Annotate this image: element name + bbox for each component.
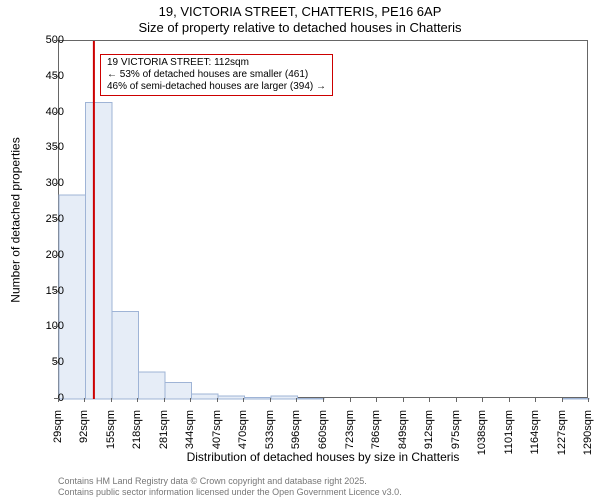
y-tick-mark [54,76,58,77]
x-tick-label: 218sqm [131,410,143,470]
y-tick-label: 200 [24,249,64,261]
x-tick-label: 849sqm [397,410,409,470]
y-tick-label: 300 [24,177,64,189]
x-tick-mark [403,398,404,402]
chart-title: 19, VICTORIA STREET, CHATTERIS, PE16 6AP [0,0,600,20]
y-tick-label: 400 [24,106,64,118]
x-tick-label: 407sqm [211,410,223,470]
y-tick-mark [54,183,58,184]
y-tick-label: 350 [24,141,64,153]
x-tick-label: 92sqm [78,410,90,470]
x-tick-mark [243,398,244,402]
x-tick-mark [562,398,563,402]
x-tick-mark [270,398,271,402]
annotation-line: 46% of semi-detached houses are larger (… [107,81,326,93]
y-tick-mark [54,362,58,363]
annotation-line: ← 53% of detached houses are smaller (46… [107,69,326,81]
x-tick-label: 1227sqm [556,410,568,470]
annotation-line: 19 VICTORIA STREET: 112sqm [107,57,326,69]
x-tick-label: 975sqm [450,410,462,470]
x-tick-mark [84,398,85,402]
x-tick-mark [296,398,297,402]
x-tick-label: 155sqm [105,410,117,470]
x-tick-mark [190,398,191,402]
x-tick-label: 344sqm [184,410,196,470]
histogram-bar [59,195,85,399]
histogram-bar [165,383,191,399]
x-tick-label: 1164sqm [529,410,541,470]
x-tick-mark [482,398,483,402]
x-tick-label: 786sqm [370,410,382,470]
x-tick-label: 470sqm [237,410,249,470]
histogram-bar [563,398,589,399]
x-tick-label: 29sqm [52,410,64,470]
y-tick-mark [54,147,58,148]
histogram-bar [112,312,138,399]
x-tick-label: 596sqm [290,410,302,470]
x-tick-mark [376,398,377,402]
y-tick-mark [54,219,58,220]
y-tick-label: 100 [24,320,64,332]
x-tick-label: 660sqm [317,410,329,470]
y-tick-mark [54,326,58,327]
x-tick-mark [137,398,138,402]
y-tick-mark [54,112,58,113]
y-tick-label: 50 [24,356,64,368]
y-tick-label: 500 [24,34,64,46]
y-tick-label: 450 [24,70,64,82]
histogram-bar [244,398,270,399]
x-tick-label: 1038sqm [476,410,488,470]
y-tick-label: 150 [24,285,64,297]
x-tick-mark [217,398,218,402]
y-tick-mark [54,291,58,292]
annotation-box: 19 VICTORIA STREET: 112sqm← 53% of detac… [100,54,333,96]
y-tick-label: 250 [24,213,64,225]
attribution-line2: Contains public sector information licen… [58,487,588,498]
x-tick-label: 1290sqm [582,410,594,470]
x-tick-mark [456,398,457,402]
x-tick-mark [429,398,430,402]
x-tick-mark [535,398,536,402]
x-tick-label: 533sqm [264,410,276,470]
histogram-bar [271,396,297,399]
x-tick-mark [509,398,510,402]
x-tick-label: 912sqm [423,410,435,470]
attribution-line1: Contains HM Land Registry data © Crown c… [58,476,588,487]
y-tick-mark [54,40,58,41]
x-tick-label: 1101sqm [503,410,515,470]
histogram-bar [191,394,217,399]
histogram-bar [218,396,244,399]
x-tick-label: 281sqm [158,410,170,470]
plot-outer: 19 VICTORIA STREET: 112sqm← 53% of detac… [58,40,588,398]
histogram-bar [138,372,164,399]
chart-container: 19, VICTORIA STREET, CHATTERIS, PE16 6AP… [0,0,600,500]
x-tick-mark [111,398,112,402]
x-tick-mark [164,398,165,402]
attribution: Contains HM Land Registry data © Crown c… [58,476,588,498]
histogram-bar [85,103,111,399]
x-tick-mark [350,398,351,402]
histogram-bar [297,398,323,399]
x-tick-mark [588,398,589,402]
chart-subtitle: Size of property relative to detached ho… [0,20,600,38]
y-tick-mark [54,255,58,256]
x-tick-mark [58,398,59,402]
x-tick-mark [323,398,324,402]
x-tick-label: 723sqm [344,410,356,470]
y-axis-label: Number of detached properties [6,0,26,500]
